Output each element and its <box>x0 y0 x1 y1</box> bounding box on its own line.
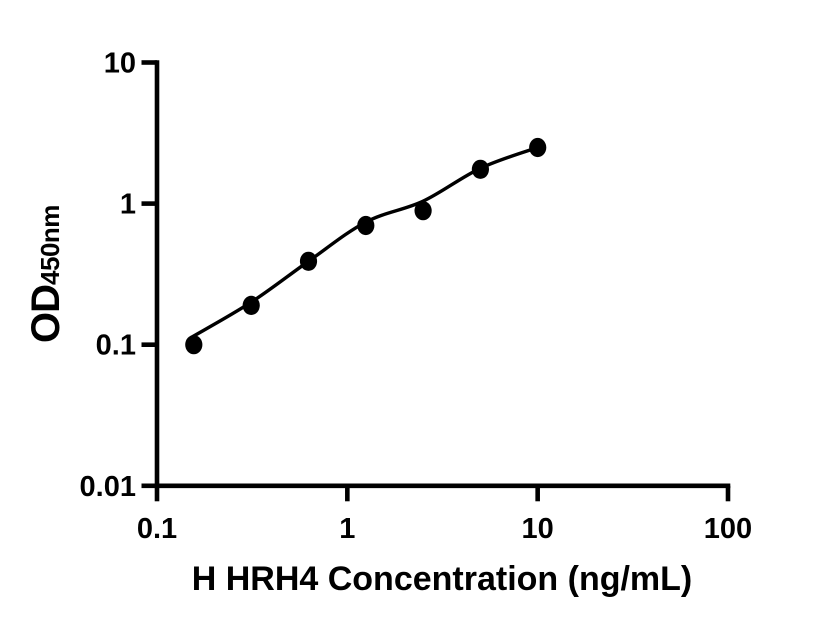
x-tick-label: 10 <box>522 513 554 545</box>
x-tick-label: 0.1 <box>137 513 177 545</box>
x-tick-label: 100 <box>704 513 752 545</box>
y-tick-label: 10 <box>104 48 136 80</box>
y-axis-title: OD 450nm <box>24 169 76 379</box>
axis-spine <box>154 60 731 489</box>
y-axis-title-subscript: 450nm <box>35 205 65 285</box>
y-tick-label: 1 <box>120 189 136 221</box>
y-tick-label: 0.1 <box>96 330 136 362</box>
data-point <box>242 295 260 315</box>
x-tick-label: 1 <box>339 513 355 545</box>
x-axis-title: H HRH4 Concentration (ng/mL) <box>191 560 693 598</box>
data-point <box>529 137 547 158</box>
data-point <box>299 251 318 271</box>
data-point <box>471 159 489 179</box>
y-axis-title-main: OD <box>24 284 68 343</box>
data-point <box>357 215 375 236</box>
data-point <box>414 201 432 221</box>
data-point <box>185 335 203 355</box>
y-tick-label: 0.01 <box>80 471 136 503</box>
